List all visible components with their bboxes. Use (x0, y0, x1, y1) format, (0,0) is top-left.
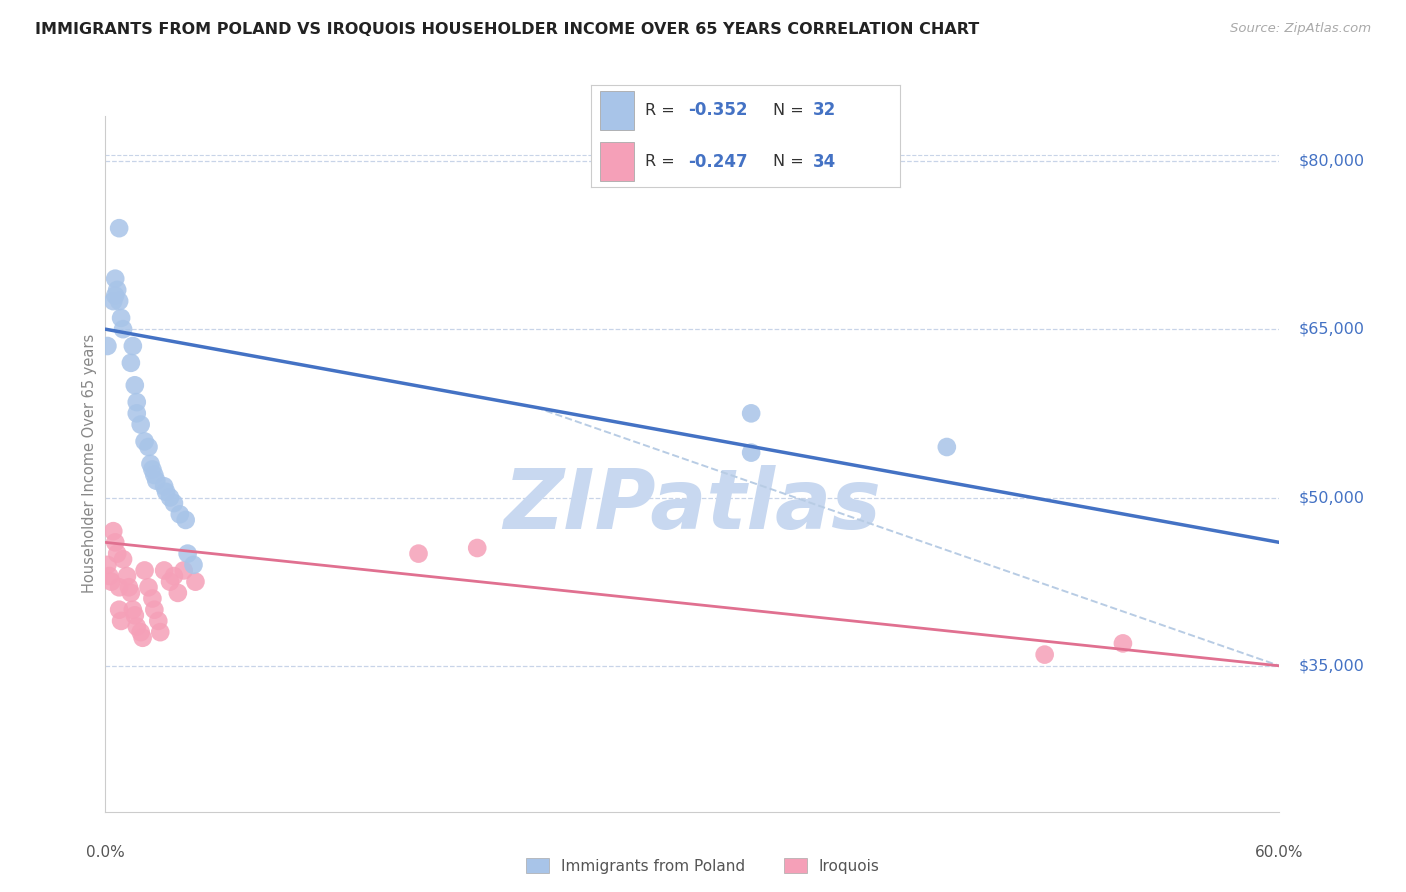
Text: IMMIGRANTS FROM POLAND VS IROQUOIS HOUSEHOLDER INCOME OVER 65 YEARS CORRELATION : IMMIGRANTS FROM POLAND VS IROQUOIS HOUSE… (35, 22, 980, 37)
Text: 32: 32 (813, 102, 837, 120)
Point (108, 603, 131, 617)
Point (121, 339, 143, 353)
Point (112, 322, 135, 336)
Point (129, 417, 152, 432)
Point (115, 569, 138, 583)
Point (98, 569, 121, 583)
Text: -0.352: -0.352 (688, 102, 748, 120)
Point (138, 440, 160, 454)
Point (104, 535, 127, 549)
Point (148, 614, 170, 628)
Text: ZIPatlas: ZIPatlas (503, 465, 882, 546)
Point (125, 619, 148, 633)
FancyBboxPatch shape (600, 91, 634, 130)
Point (141, 462, 163, 476)
Point (166, 586, 188, 600)
Text: 34: 34 (813, 153, 837, 170)
Point (108, 294, 131, 309)
Point (108, 580, 131, 594)
Point (408, 547, 430, 561)
Point (105, 283, 128, 297)
Point (153, 479, 176, 493)
Point (105, 547, 128, 561)
Text: N =: N = (773, 154, 808, 169)
Legend: Immigrants from Poland, Iroquois: Immigrants from Poland, Iroquois (520, 852, 886, 880)
Point (100, 574, 122, 589)
Point (110, 310, 132, 325)
Point (139, 457, 162, 471)
Y-axis label: Householder Income Over 65 years: Householder Income Over 65 years (82, 334, 97, 593)
Point (143, 603, 166, 617)
Point (145, 474, 167, 488)
Point (125, 395, 148, 409)
Point (103, 294, 125, 309)
Point (124, 378, 146, 392)
Point (174, 513, 197, 527)
Point (104, 288, 127, 302)
Point (112, 552, 135, 566)
Point (120, 586, 142, 600)
Point (96, 339, 118, 353)
Point (134, 434, 156, 449)
Point (121, 603, 143, 617)
Text: $50,000: $50,000 (1299, 490, 1365, 505)
Text: $65,000: $65,000 (1299, 322, 1365, 336)
Point (141, 591, 163, 606)
Point (129, 625, 152, 640)
Point (163, 496, 186, 510)
Point (169, 508, 191, 522)
FancyBboxPatch shape (600, 142, 634, 181)
Point (96, 558, 118, 572)
Point (153, 564, 176, 578)
Point (740, 445, 762, 459)
Point (143, 468, 166, 483)
Point (155, 484, 177, 499)
Text: $35,000: $35,000 (1299, 658, 1365, 673)
Point (163, 569, 186, 583)
Point (125, 406, 148, 420)
Point (1112, 636, 1135, 650)
Point (103, 524, 125, 538)
Point (138, 580, 160, 594)
Point (149, 625, 172, 640)
Point (176, 547, 198, 561)
Text: $80,000: $80,000 (1299, 153, 1365, 169)
Text: R =: R = (644, 103, 679, 118)
Point (131, 631, 153, 645)
Point (184, 574, 207, 589)
Point (1033, 648, 1056, 662)
Point (134, 564, 156, 578)
Text: -0.247: -0.247 (688, 153, 748, 170)
Point (120, 356, 142, 370)
Point (159, 574, 181, 589)
Point (124, 608, 146, 623)
Text: 0.0%: 0.0% (86, 846, 125, 861)
Point (110, 614, 132, 628)
Text: Source: ZipAtlas.com: Source: ZipAtlas.com (1230, 22, 1371, 36)
Text: N =: N = (773, 103, 808, 118)
Text: R =: R = (644, 154, 679, 169)
Point (465, 541, 488, 555)
Point (740, 406, 762, 420)
Point (118, 580, 141, 594)
Point (159, 491, 181, 505)
Point (183, 558, 205, 572)
Point (935, 440, 957, 454)
Text: 60.0%: 60.0% (1256, 846, 1303, 861)
Point (173, 564, 195, 578)
Point (104, 271, 127, 285)
Point (108, 221, 131, 235)
